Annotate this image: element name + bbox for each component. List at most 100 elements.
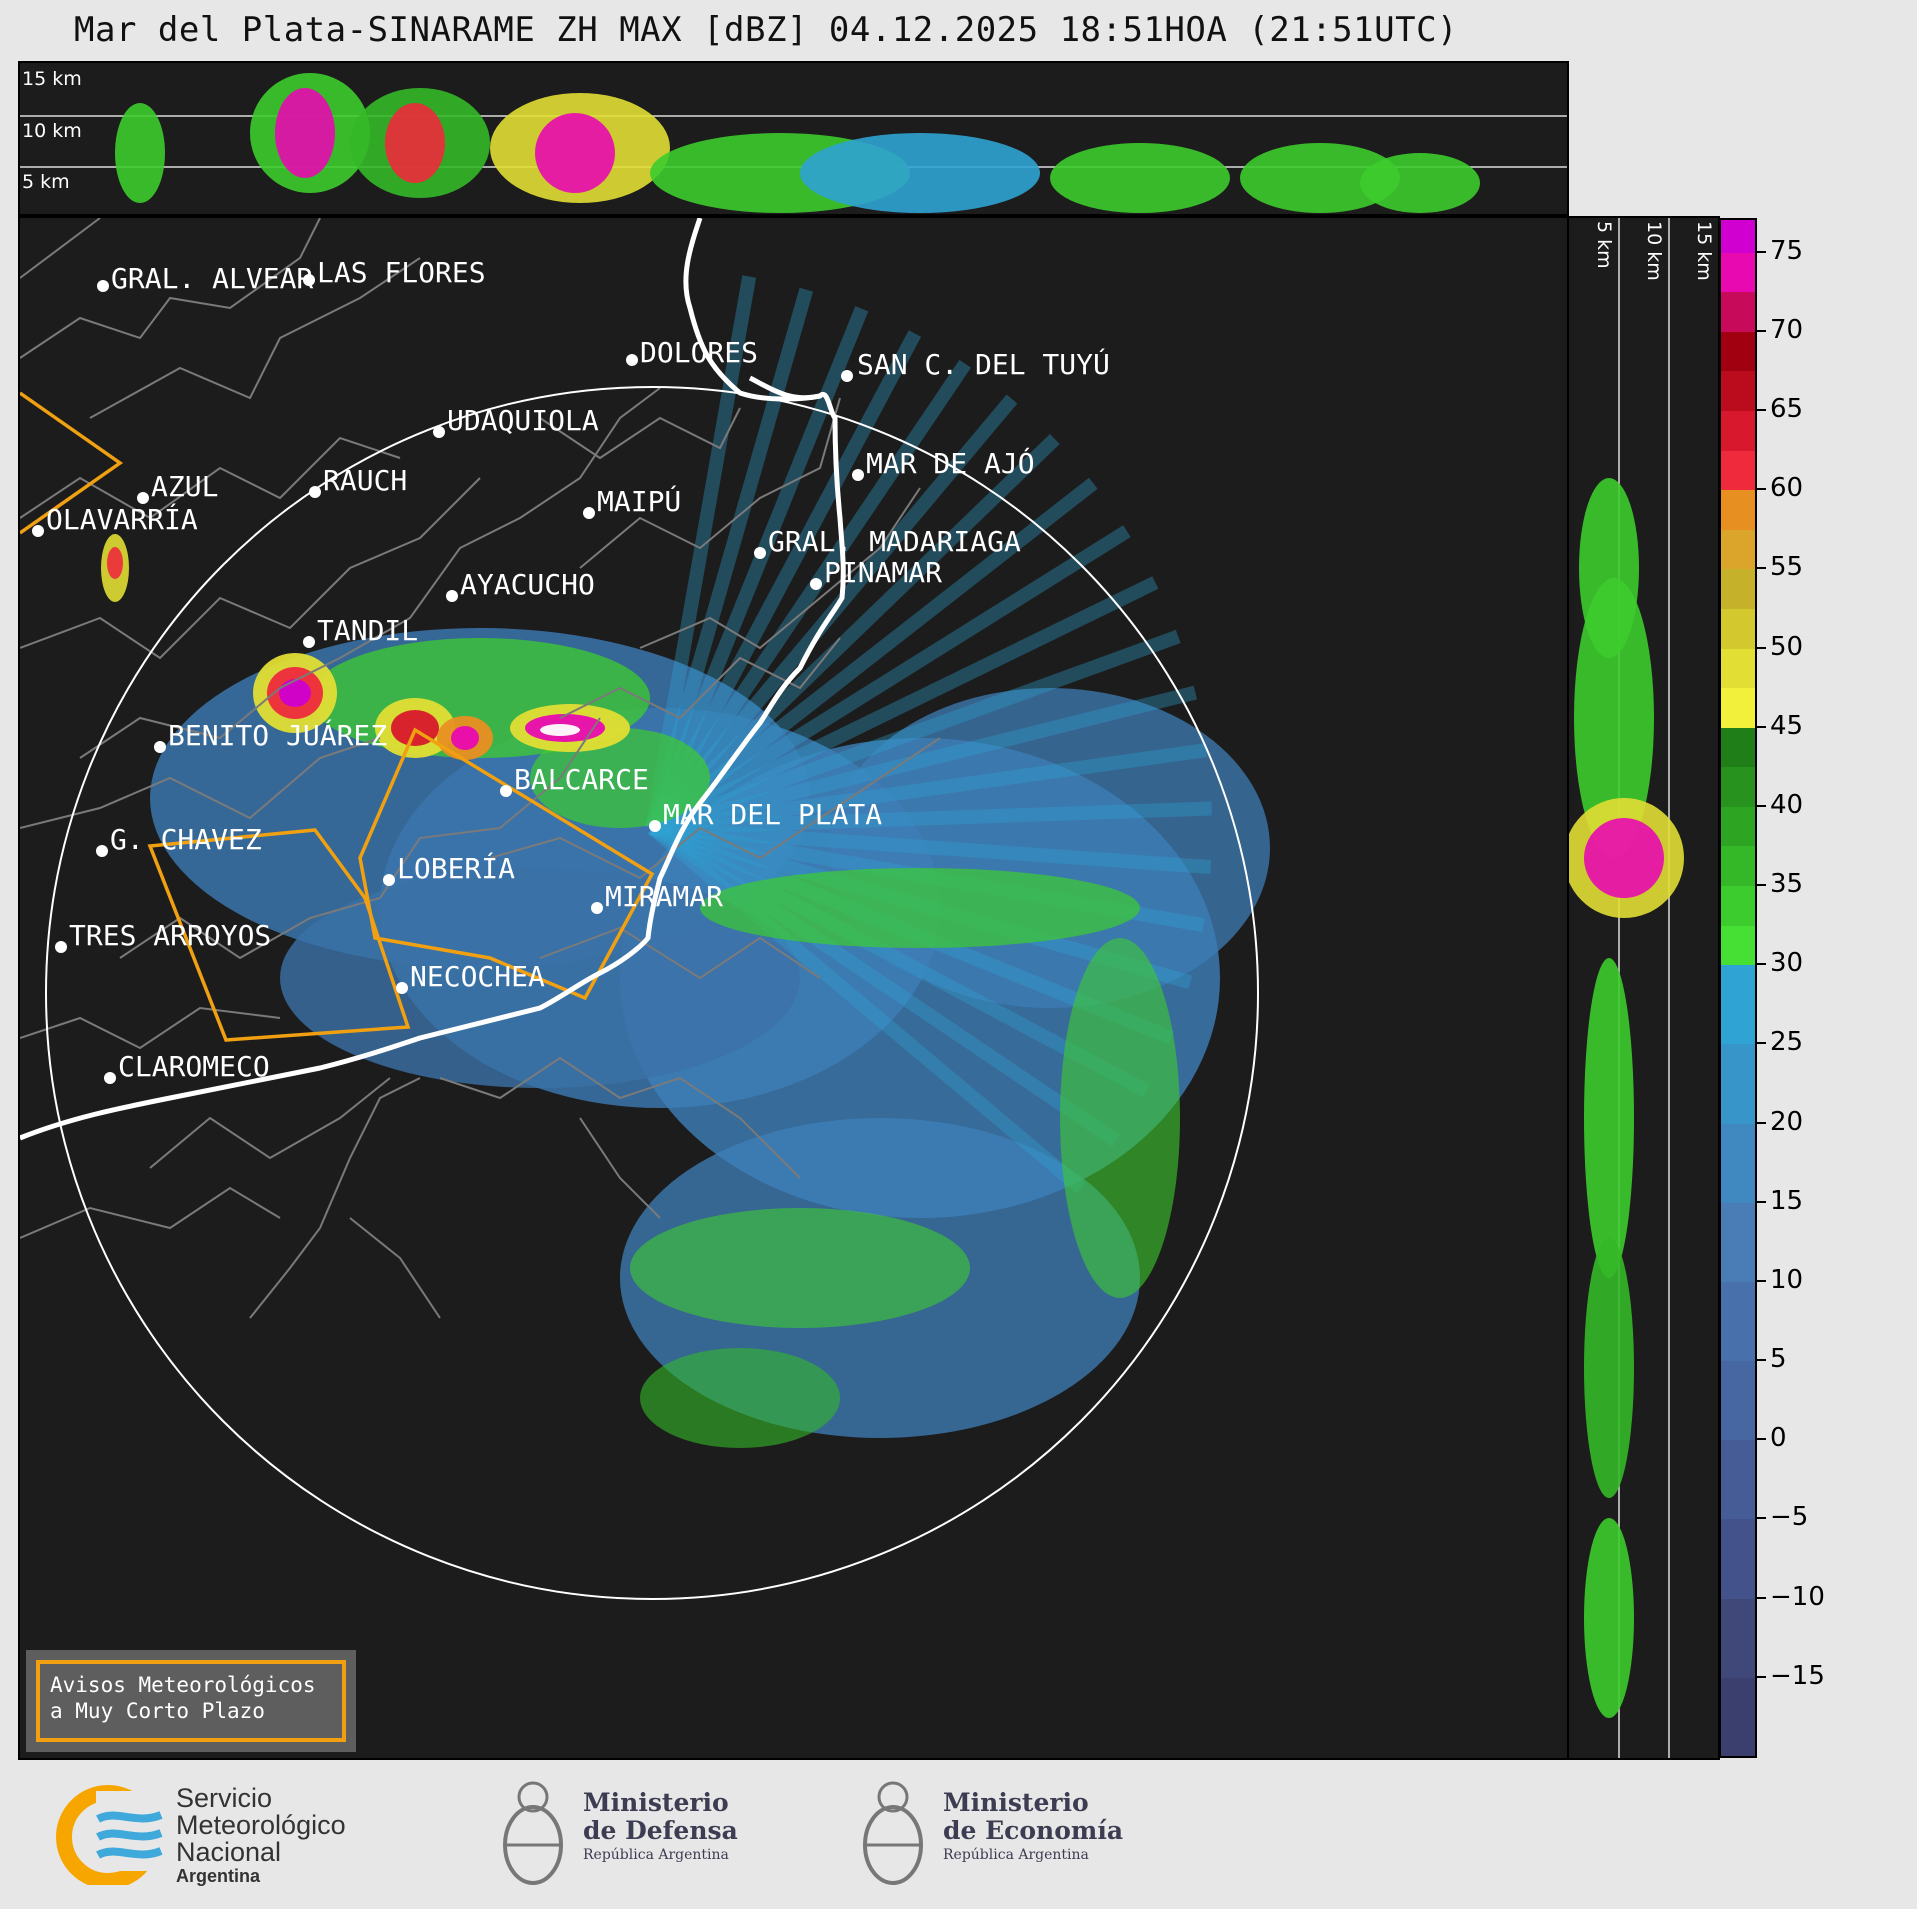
city-dot-icon	[396, 982, 408, 994]
city-label: TRES ARROYOS	[69, 919, 272, 952]
height-label-15km: 15 km	[22, 68, 82, 90]
colorbar-segment	[1721, 805, 1755, 847]
colorbar-segment	[1721, 1439, 1755, 1520]
defensa-logo: Ministerio de Defensa República Argentin…	[495, 1775, 755, 1895]
warnings-legend: Avisos Meteorológicos a Muy Corto Plazo	[26, 1650, 356, 1752]
city-dot-icon	[383, 874, 395, 886]
city-dot-icon	[303, 274, 315, 286]
colorbar-tick-label: 35	[1770, 869, 1804, 900]
colorbar-segment	[1721, 726, 1755, 768]
city-label: MAR DE AJÓ	[866, 447, 1035, 480]
colorbar-tick-label: 50	[1770, 631, 1804, 662]
smn-line-2: Meteorológico	[176, 1810, 346, 1840]
colorbar-tick	[1757, 646, 1766, 649]
colorbar-segment	[1721, 1597, 1755, 1678]
city-dot-icon	[626, 354, 638, 366]
top-profile-echoes	[20, 73, 1567, 213]
colorbar-tick-label: 55	[1770, 552, 1804, 583]
colorbar-tick-label: 75	[1770, 235, 1804, 266]
colorbar-tick-label: −10	[1770, 1581, 1825, 1612]
colorbar-tick	[1757, 329, 1766, 332]
coat-of-arms-icon	[503, 1781, 563, 1885]
city-label: SAN C. DEL TUYÚ	[857, 348, 1110, 381]
city-dot-icon	[841, 370, 853, 382]
city-label: CLAROMECO	[118, 1050, 270, 1083]
colorbar-segment	[1721, 568, 1755, 609]
economia-line-1: Ministerio	[943, 1788, 1089, 1817]
city-dot-icon	[852, 469, 864, 481]
side-height-label-10km: 10 km	[1643, 221, 1665, 281]
economia-line-2: de Economía	[943, 1816, 1124, 1845]
city-dot-icon	[649, 820, 661, 832]
colorbar-segment	[1721, 924, 1755, 966]
city-label: GRAL. MADARIAGA	[768, 525, 1021, 558]
colorbar-segment	[1721, 220, 1755, 253]
city-label: NECOCHEA	[410, 960, 545, 993]
colorbar-tick	[1757, 1359, 1766, 1362]
city-dot-icon	[104, 1072, 116, 1084]
height-label-5km: 5 km	[22, 171, 70, 193]
radar-map-canvas	[20, 218, 1270, 1600]
colorbar-tick-label: 20	[1770, 1106, 1804, 1137]
colorbar-tick	[1757, 1042, 1766, 1045]
city-label: MAIPÚ	[597, 485, 682, 518]
colorbar-segment	[1721, 1280, 1755, 1362]
smn-emblem-icon	[56, 1785, 166, 1885]
city-dot-icon	[583, 507, 595, 519]
smn-line-4: Argentina	[176, 1866, 261, 1886]
colorbar-segment	[1721, 1201, 1755, 1282]
colorbar-tick	[1757, 804, 1766, 807]
side-height-label-15km: 15 km	[1693, 221, 1715, 281]
city-label: TANDIL	[317, 614, 419, 647]
colorbar-tick	[1757, 1200, 1766, 1203]
city-label: MAR DEL PLATA	[663, 798, 883, 831]
economia-logo: Ministerio de Economía República Argenti…	[855, 1775, 1135, 1895]
city-label: BALCARCE	[514, 763, 649, 796]
colorbar-tick	[1757, 488, 1766, 491]
city-dot-icon	[591, 902, 603, 914]
city-label: LOBERÍA	[397, 852, 516, 885]
colorbar-tick-label: 15	[1770, 1185, 1804, 1216]
colorbar-tick	[1757, 1438, 1766, 1441]
colorbar-segment	[1721, 1518, 1755, 1599]
city-label: MIRAMAR	[605, 880, 724, 913]
colorbar-tick-label: −15	[1770, 1660, 1825, 1691]
city-dot-icon	[446, 590, 458, 602]
colorbar-tick-label: 5	[1770, 1344, 1787, 1375]
colorbar-tick	[1757, 1675, 1766, 1678]
colorbar-segment	[1721, 251, 1755, 293]
dbz-colorbar	[1719, 218, 1757, 1758]
colorbar-segment	[1721, 647, 1755, 689]
colorbar-tick	[1757, 409, 1766, 412]
colorbar-tick-label: 0	[1770, 1423, 1787, 1454]
city-dot-icon	[309, 486, 321, 498]
city-dot-icon	[810, 578, 822, 590]
colorbar-segment	[1721, 410, 1755, 451]
colorbar-tick-label: 30	[1770, 948, 1804, 979]
side-height-profile: 5 km 10 km 15 km	[1567, 216, 1720, 1760]
city-label: BENITO JUÁREZ	[168, 719, 388, 752]
city-dot-icon	[500, 785, 512, 797]
colorbar-tick-label: 65	[1770, 394, 1804, 425]
city-label: G. CHAVEZ	[110, 823, 262, 856]
city-dot-icon	[96, 845, 108, 857]
colorbar-tick	[1757, 1517, 1766, 1520]
smn-line-3: Nacional	[176, 1837, 282, 1867]
colorbar-segment	[1721, 687, 1755, 728]
colorbar-segment	[1721, 845, 1755, 887]
colorbar-tick	[1757, 1279, 1766, 1282]
colorbar-tick-label: 45	[1770, 710, 1804, 741]
city-dot-icon	[154, 741, 166, 753]
radar-map[interactable]: GRAL. ALVEAR LAS FLORES DOLORES SAN C. DEL …	[18, 216, 1569, 1760]
colorbar-segment	[1721, 1122, 1755, 1203]
colorbar-tick	[1757, 250, 1766, 253]
city-dot-icon	[433, 426, 445, 438]
colorbar-tick	[1757, 884, 1766, 887]
city-dot-icon	[32, 525, 44, 537]
colorbar-segment	[1721, 528, 1755, 570]
side-height-label-5km: 5 km	[1593, 221, 1615, 269]
city-label: UDAQUIOLA	[447, 404, 599, 437]
colorbar-segment	[1721, 449, 1755, 491]
city-dot-icon	[303, 636, 315, 648]
city-label: GRAL. ALVEAR	[111, 262, 314, 295]
